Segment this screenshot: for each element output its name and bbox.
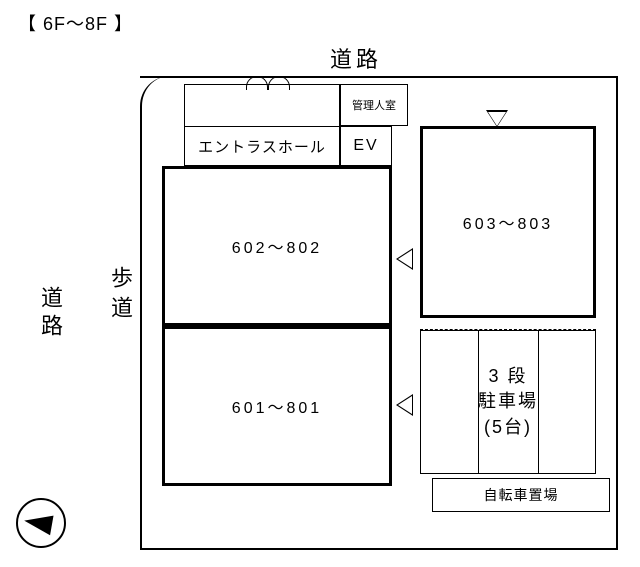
- unit-601-801: 601～801: [162, 326, 392, 486]
- parking-divider-2: [538, 330, 539, 474]
- road-top-label: 道路: [330, 42, 382, 74]
- ev-label: EV: [353, 137, 378, 155]
- manager-room-box: 管理人室: [340, 84, 408, 126]
- parking-line1: 3 段: [478, 364, 538, 389]
- unit-602-802: 602～802: [162, 166, 392, 326]
- parking-line2: 駐車場: [478, 389, 538, 414]
- dashed-connector: [420, 316, 596, 330]
- parking-line3: (5台): [478, 415, 538, 440]
- floor-range-label: 【 6F～8F 】: [18, 10, 133, 36]
- unit-603-803: 603～803: [420, 126, 596, 318]
- entrance-hall-label: エントラスホール: [184, 126, 340, 166]
- bike-parking-box: 自転車置場: [432, 478, 610, 512]
- parking-box: 3 段 駐車場 (5台): [420, 330, 596, 474]
- road-left-label: 道路: [34, 286, 66, 342]
- compass-icon: [16, 498, 66, 548]
- sidewalk-label: 歩道: [104, 266, 136, 326]
- compass-arrow-icon: [22, 511, 53, 536]
- parking-label: 3 段 駐車場 (5台): [478, 364, 538, 440]
- parking-divider-1: [478, 330, 479, 474]
- ev-box: EV: [340, 126, 392, 166]
